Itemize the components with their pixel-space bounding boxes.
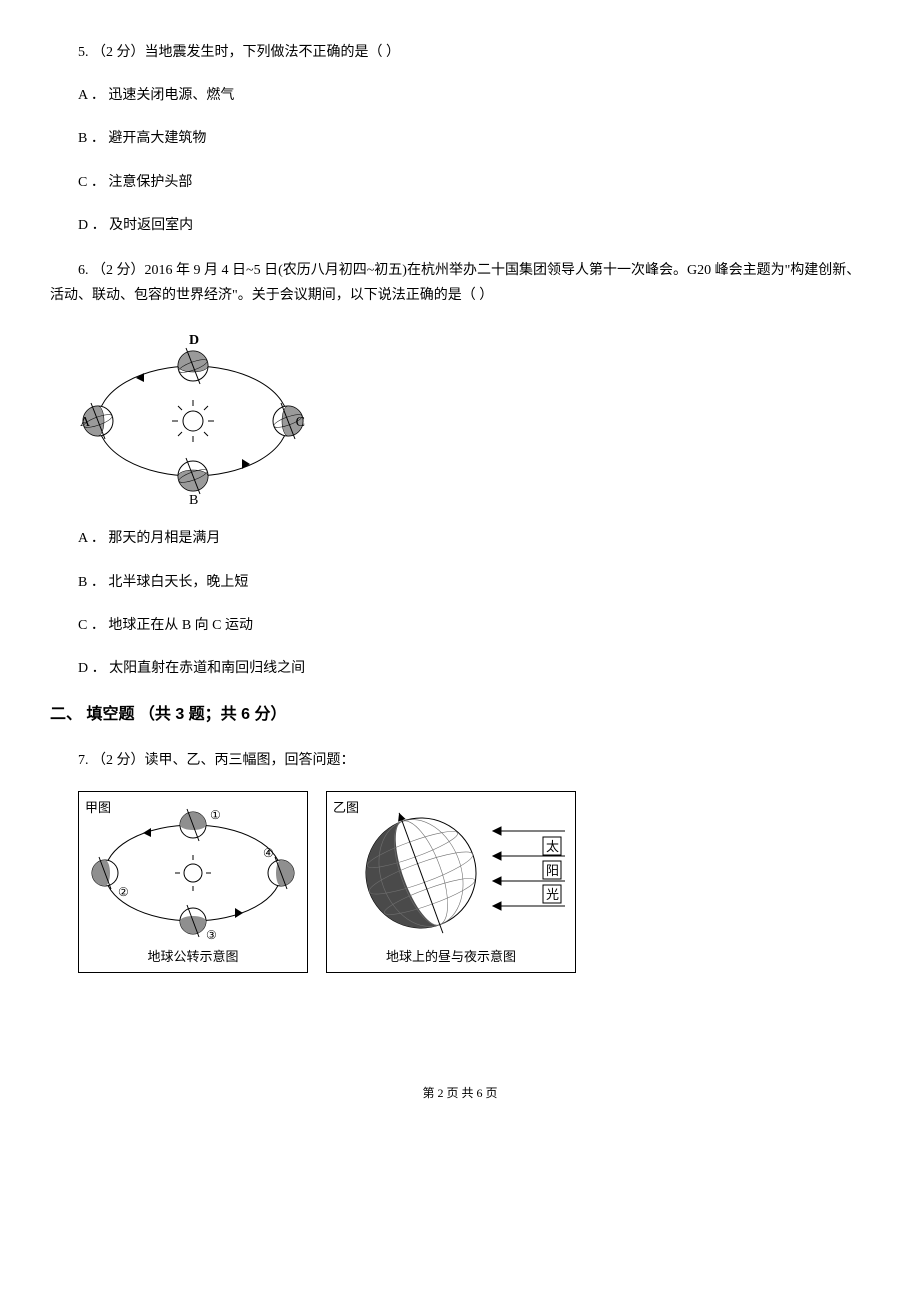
q5-option-b: B ． 避开高大建筑物 — [50, 126, 870, 151]
sun-label-3: 光 — [546, 887, 559, 902]
q7-num-4: ④ — [263, 846, 274, 860]
day-night-diagram-svg: 太 阳 光 — [333, 801, 569, 941]
label-a: A — [80, 415, 91, 430]
q7-figure-row: 甲图 ① ② ③ ④ 地球公转示意图 — [50, 791, 870, 973]
q7-figA-caption: 地球公转示意图 — [147, 945, 238, 968]
q7-stem: 7. （2 分）读甲、乙、丙三幅图，回答问题： — [50, 748, 870, 773]
q7-figB-corner: 乙图 — [333, 796, 359, 819]
q7-figB-caption: 地球上的昼与夜示意图 — [386, 945, 516, 968]
label-c: C — [296, 415, 305, 430]
q6-figure: A B C D — [50, 326, 870, 506]
q5-option-d: D ． 及时返回室内 — [50, 213, 870, 238]
page-footer: 第 2 页 共 6 页 — [50, 1083, 870, 1105]
q6-option-a: A ． 那天的月相是满月 — [50, 526, 870, 551]
q5-stem: 5. （2 分）当地震发生时，下列做法不正确的是（ ） — [50, 40, 870, 65]
label-b: B — [189, 493, 198, 506]
question-7: 7. （2 分）读甲、乙、丙三幅图，回答问题： 甲图 ① ② — [50, 748, 870, 973]
q7-figA-corner: 甲图 — [85, 796, 111, 819]
sun-label-2: 阳 — [546, 863, 559, 878]
q7-num-2: ② — [118, 885, 129, 899]
q6-stem: 6. （2 分）2016 年 9 月 4 日~5 日(农历八月初四~初五)在杭州… — [50, 258, 870, 308]
orbit-diagram-svg: A B C D — [78, 326, 308, 506]
section-2-title: 二、 填空题 （共 3 题；共 6 分） — [50, 701, 870, 730]
q6-option-d: D ． 太阳直射在赤道和南回归线之间 — [50, 656, 870, 681]
q7-figure-b: 乙图 — [326, 791, 576, 973]
q5-option-a: A ． 迅速关闭电源、燃气 — [50, 83, 870, 108]
question-5: 5. （2 分）当地震发生时，下列做法不正确的是（ ） A ． 迅速关闭电源、燃… — [50, 40, 870, 238]
label-d: D — [189, 333, 199, 348]
sun-label-1: 太 — [546, 839, 559, 854]
q5-option-c: C ． 注意保护头部 — [50, 170, 870, 195]
q7-num-3: ③ — [206, 928, 217, 941]
q7-figure-a: 甲图 ① ② ③ ④ 地球公转示意图 — [78, 791, 308, 973]
q6-option-b: B ． 北半球白天长，晚上短 — [50, 570, 870, 595]
question-6: 6. （2 分）2016 年 9 月 4 日~5 日(农历八月初四~初五)在杭州… — [50, 258, 870, 681]
q6-option-c: C ． 地球正在从 B 向 C 运动 — [50, 613, 870, 638]
revolution-diagram-svg: ① ② ③ ④ — [88, 801, 298, 941]
q7-num-1: ① — [210, 808, 221, 822]
